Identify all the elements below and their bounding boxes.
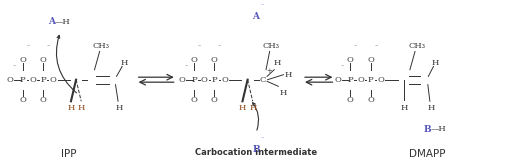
Text: H: H: [432, 59, 439, 67]
Text: O: O: [29, 76, 36, 84]
Text: P: P: [348, 76, 353, 84]
Text: ⁻: ⁻: [47, 46, 50, 51]
Text: O: O: [178, 76, 185, 84]
Text: O: O: [211, 96, 218, 104]
Text: O: O: [50, 76, 56, 84]
Text: O: O: [377, 76, 384, 84]
Text: CH₃: CH₃: [92, 42, 109, 50]
Text: O: O: [39, 96, 47, 104]
Text: DMAPP: DMAPP: [409, 149, 446, 159]
FancyArrowPatch shape: [56, 35, 76, 93]
Text: —H: —H: [431, 125, 446, 133]
Text: A: A: [252, 12, 260, 21]
Text: H: H: [120, 59, 128, 67]
Text: H: H: [77, 104, 85, 112]
Text: ⁻: ⁻: [261, 137, 264, 142]
Text: H: H: [239, 104, 246, 112]
Text: ⁻: ⁻: [261, 4, 264, 9]
Text: CH₃: CH₃: [408, 42, 425, 50]
Text: H: H: [67, 104, 75, 112]
Text: O: O: [221, 76, 228, 84]
Text: O: O: [7, 76, 14, 84]
Text: H: H: [116, 104, 123, 112]
Text: P: P: [211, 76, 217, 84]
Text: ⁻: ⁻: [13, 66, 16, 71]
Text: —H: —H: [55, 18, 70, 26]
Text: P: P: [368, 76, 373, 84]
Text: ⁻: ⁻: [198, 46, 201, 51]
Text: O: O: [201, 76, 208, 84]
Text: P: P: [20, 76, 26, 84]
Text: O: O: [347, 56, 354, 64]
Text: ⁻: ⁻: [184, 66, 187, 71]
Text: O: O: [190, 56, 198, 64]
Text: O: O: [39, 56, 47, 64]
Text: ⁻: ⁻: [374, 46, 377, 51]
Text: H: H: [400, 104, 408, 112]
Text: +: +: [267, 67, 272, 75]
Text: ⁻: ⁻: [354, 46, 357, 51]
Text: Carbocation intermediate: Carbocation intermediate: [195, 148, 317, 157]
Text: O: O: [334, 76, 342, 84]
Text: P: P: [191, 76, 197, 84]
Text: B: B: [252, 145, 260, 154]
Text: O: O: [347, 96, 354, 104]
Text: O: O: [367, 96, 374, 104]
Text: ⁻: ⁻: [340, 66, 344, 71]
Text: O: O: [211, 56, 218, 64]
Text: CH₃: CH₃: [262, 42, 279, 50]
Text: O: O: [19, 56, 26, 64]
Text: P: P: [40, 76, 46, 84]
Text: O: O: [19, 96, 26, 104]
Text: A: A: [48, 17, 55, 26]
Text: C: C: [260, 76, 266, 84]
Text: ⁻: ⁻: [26, 46, 29, 51]
Text: B: B: [424, 125, 431, 134]
Text: O: O: [357, 76, 364, 84]
Text: H: H: [273, 59, 281, 67]
Text: IPP: IPP: [61, 149, 77, 159]
Text: H: H: [428, 104, 435, 112]
FancyArrowPatch shape: [252, 103, 259, 130]
Text: O: O: [367, 56, 374, 64]
Text: H: H: [285, 71, 292, 79]
Text: O: O: [190, 96, 198, 104]
Text: H: H: [280, 89, 287, 97]
Text: H: H: [249, 104, 257, 112]
Text: ⁻: ⁻: [218, 46, 221, 51]
